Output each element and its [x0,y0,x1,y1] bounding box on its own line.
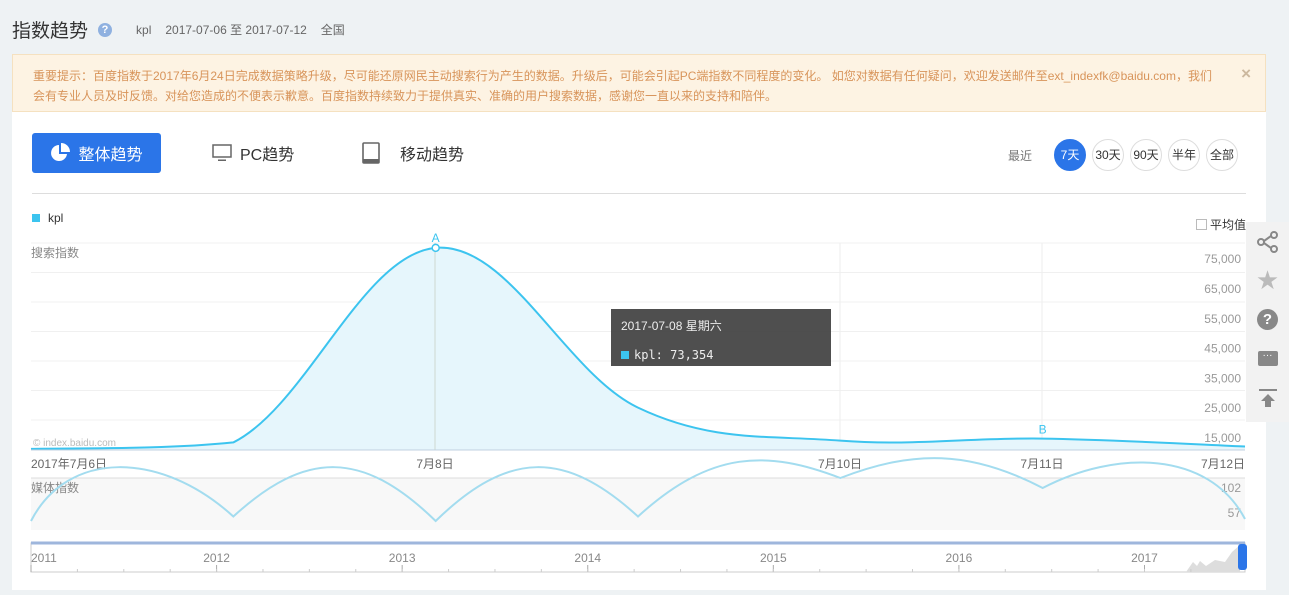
side-toolbar: ★ ? ··· [1246,222,1289,422]
notice-line-1: 重要提示：百度指数于2017年6月24日完成数据策略升级，尽可能还原网民主动搜索… [33,69,1212,83]
y-tick-label: 35,000 [1204,371,1241,385]
tooltip-swatch [621,351,629,359]
average-toggle[interactable]: 平均值 [1195,216,1246,233]
tooltip-title: 2017-07-08 星期六 [621,319,722,333]
tab-pc[interactable]: PC趋势 [212,133,294,173]
average-label: 平均值 [1209,218,1246,232]
legend-label: kpl [48,211,64,225]
navigator-year: 2015 [760,551,787,565]
media-ylabel: 媒体指数 [31,480,79,495]
checkbox[interactable] [1195,219,1207,230]
watermark: © index.baidu.com [33,438,116,449]
tooltip-value: kpl: 73,354 [634,348,714,362]
y-tick-label: 55,000 [1204,312,1241,326]
range-7d[interactable]: 7天 [1054,139,1086,171]
navigator-handle[interactable] [1238,544,1247,570]
legend-item[interactable]: kpl [32,211,63,225]
notice-banner: 重要提示：百度指数于2017年6月24日完成数据策略升级，尽可能还原网民主动搜索… [12,54,1266,112]
range-all[interactable]: 全部 [1206,139,1238,171]
x-tick-label: 2017年7月6日 [31,457,107,471]
help-icon[interactable]: ? [98,22,113,37]
navigator-year: 2011 [31,551,57,565]
navigator-year: 2012 [203,551,230,565]
y-axis-label: 搜索指数 [31,245,79,260]
y-tick-label: 45,000 [1204,342,1241,356]
share-icon[interactable] [1246,222,1289,261]
navigator-sparkline [1186,545,1240,572]
close-icon[interactable]: × [1241,64,1251,83]
tab-label: 移动趋势 [400,147,465,164]
annotation-B: B [1039,423,1047,437]
legend-swatch [32,214,40,222]
y-tick-label: 15,000 [1204,431,1241,445]
navigator-year: 2016 [946,551,973,565]
page-header: 指数趋势 ? kpl 2017-07-06 至 2017-07-12 全国 [12,16,345,43]
x-tick-label: 7月12日 [1201,457,1245,471]
media-tick: 102 [1221,481,1241,495]
tab-overall[interactable]: 整体趋势 [32,133,161,173]
notice-line-2: 会有专业人员及时反馈。对给您造成的不便表示歉意。百度指数持续致力于提供真实、准确… [33,89,778,103]
tablet-icon [362,142,380,164]
tab-label: PC趋势 [240,147,295,164]
series-area [31,247,1245,450]
date-range: 2017-07-06 至 2017-07-12 [165,23,307,37]
page-title: 指数趋势 [12,21,89,42]
tab-label: 整体趋势 [78,147,143,164]
region: 全国 [320,23,345,37]
y-tick-label: 65,000 [1204,282,1241,296]
y-tick-label: 75,000 [1204,252,1241,266]
range-30d[interactable]: 30天 [1092,139,1124,171]
divider [32,193,1246,194]
range-label: 最近 [1007,148,1032,163]
hover-point [431,243,440,253]
media-tick: 57 [1228,506,1242,520]
pie-chart-icon [51,143,71,161]
help-icon[interactable]: ? [1246,300,1289,339]
navigator-year: 2014 [574,551,601,565]
back-to-top-icon[interactable] [1246,378,1289,417]
x-tick-label: 7月10日 [818,457,862,471]
star-icon[interactable]: ★ [1255,265,1280,295]
y-tick-label: 25,000 [1204,401,1241,415]
navigator-year: 2017 [1131,551,1158,565]
media-chart-bg [31,478,1245,530]
tab-mobile[interactable]: 移动趋势 [362,133,464,173]
monitor-icon [212,144,232,161]
annotation-A: A [432,231,440,245]
navigator [30,542,1246,573]
range-half-year[interactable]: 半年 [1168,139,1200,171]
range-90d[interactable]: 90天 [1130,139,1162,171]
media-line [30,457,1246,523]
series-line-kpl [30,246,1246,450]
x-tick-label: 7月8日 [416,457,453,471]
x-tick-label: 7月11日 [1020,457,1063,471]
keyword: kpl [136,22,152,37]
range-selector: 最近 7天 30天 90天 半年 全部 [1008,139,1238,171]
tooltip: 2017-07-08 星期六 kpl: 73,354 [611,309,831,366]
navigator-year: 2013 [389,551,416,565]
comment-icon[interactable]: ··· [1246,339,1289,378]
